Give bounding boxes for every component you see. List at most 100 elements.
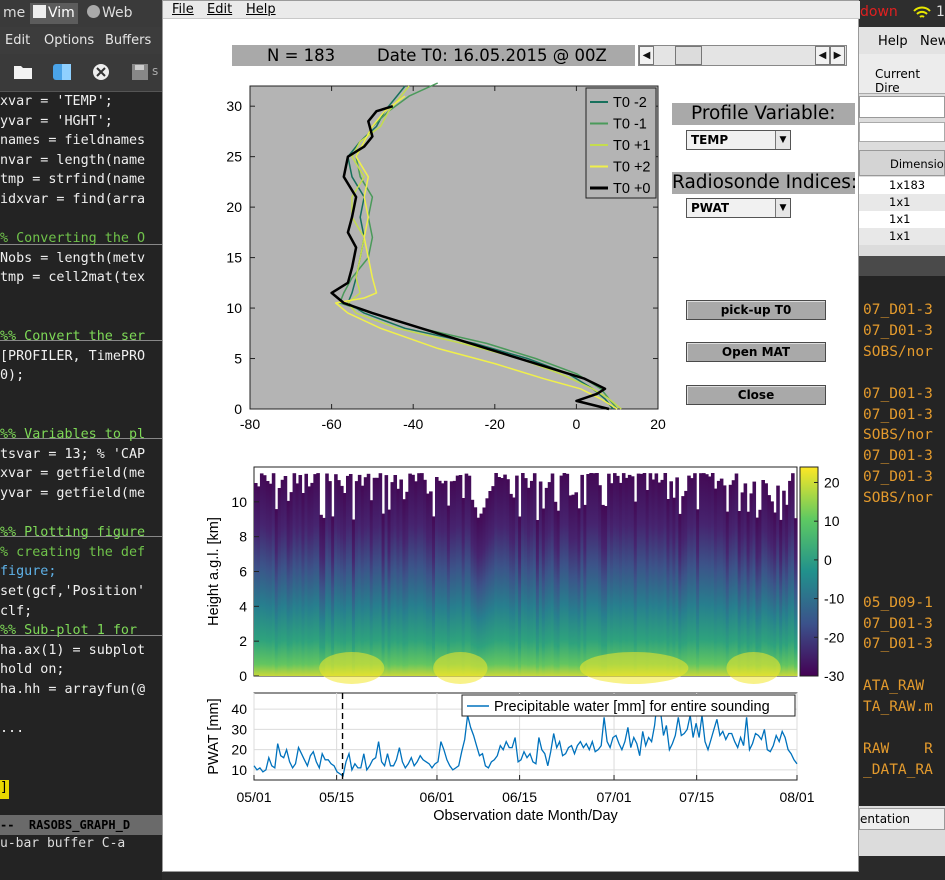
heatmap-column [607,473,611,676]
heatmap-column [322,517,326,676]
heatmap-column [782,490,786,676]
x-tick-label: -60 [321,416,341,432]
heatmap-column [473,507,478,676]
command-output-line: _DATA_RA [863,761,933,778]
heatmap-column [583,504,587,676]
heatmap-column [773,512,777,676]
close-circle-icon[interactable] [91,63,111,81]
y-tick-label: 4 [239,598,247,614]
documentation-tab-button[interactable]: entation [859,808,945,830]
heatmap-column [283,476,288,676]
heatmap-column [387,509,392,676]
heatmap-column [716,480,721,676]
command-window[interactable]: 07_D01-3 07_D01-3 SOBS/nor 07_D01-3 07_D01-3… [859,276,945,806]
heatmap-column [547,482,552,676]
y-tick-label: 15 [226,250,242,266]
table-row[interactable]: 1x1 [859,211,945,228]
slider-step-left-arrow[interactable]: ◀ [815,46,830,65]
heatmap-column [702,473,706,676]
heatmap-column [316,473,320,676]
heatmap-column [669,481,673,676]
pwat-time-series: 10 20 30 40 05/01 05/15 06/01 06/15 07/01 07/15 08… [206,692,815,824]
close-button[interactable]: Close [686,385,826,405]
heatmap-column [743,483,748,676]
filter-field[interactable] [859,122,945,142]
finder-icon[interactable] [52,63,72,81]
open-mat-button[interactable]: Open MAT [686,342,826,362]
code-line: %% Convert the ser [0,329,146,345]
radiosonde-indices-dropdown[interactable]: PWAT ▼ [686,198,791,218]
heatmap-column [402,499,406,676]
menu-edit[interactable]: Edit [5,33,31,48]
table-row[interactable]: 1x183 [859,177,945,194]
save-icon[interactable] [130,63,150,81]
menu-new[interactable]: New [920,34,945,49]
heatmap-column [746,511,751,676]
table-row[interactable]: 1x1 [859,228,945,245]
folder-icon[interactable] [13,63,33,81]
tab-web[interactable]: Web [84,3,136,24]
date-slider[interactable]: ◀ ◀ ▶ [638,45,847,66]
heatmap-column [372,477,377,676]
code-line: idxvar = find(arra [0,192,146,207]
y-tick-label: 20 [226,199,242,215]
system-tray: down 1 [859,0,945,27]
table-row[interactable]: 1x1 [859,194,945,211]
slider-thumb[interactable] [675,46,702,65]
editor-menu-bar: Edit Options Buffers [0,27,162,54]
code-line: tsvar = 13; % 'CAP [0,446,146,462]
menu-options[interactable]: Options [44,33,95,48]
menu-help[interactable]: Help [246,2,276,17]
heatmap-column [354,481,359,676]
cell-dimension: 1x1 [889,229,911,243]
legend-label: T0 +0 [613,181,650,197]
heatmap-column [574,492,579,676]
x-tick-label: 05/01 [236,789,271,805]
x-tick-label: 07/15 [679,789,714,805]
y-tick-label: 2 [239,633,247,649]
battery-status-text: down [860,4,898,20]
menu-help[interactable]: Help [878,34,908,49]
heatmap-column [369,500,374,676]
y-tick-label: 30 [231,721,247,737]
current-directory-toolbar: Current Dire [859,54,945,95]
menu-file[interactable]: File [172,2,194,17]
heatmap-column [458,475,463,676]
x-tick-label: 20 [650,416,666,432]
table-header[interactable]: Dimension [859,150,945,176]
code-line: Nobs = length(metv [0,250,146,266]
heatmap-column [360,485,365,676]
heatmap-column [423,479,427,676]
heatmap-column [464,473,469,676]
pickup-t0-button[interactable]: pick-up T0 [686,300,826,320]
vim-message-line: u-bar buffer C-a [0,836,126,851]
heatmap-column [384,475,389,676]
heatmap-column [337,480,341,676]
menu-buffers[interactable]: Buffers [105,33,152,48]
tab-vim[interactable]: Vim [30,3,78,24]
profile-variable-dropdown[interactable]: TEMP ▼ [686,130,791,150]
heatmap-column [343,493,347,676]
heatmap-column [538,481,543,676]
code-line [0,388,162,407]
heatmap-column [381,513,386,676]
tab-button-label: entation [860,812,911,826]
y-tick-label: 40 [231,701,247,717]
heatmap-column [791,473,795,676]
path-field[interactable] [859,96,945,118]
slider-left-arrow[interactable]: ◀ [639,46,654,65]
heatmap-column [624,477,629,676]
heatmap-column [559,475,564,676]
heatmap-column [630,476,635,676]
x-tick-label: 05/15 [319,789,354,805]
code-line: % Converting the O [0,231,146,247]
heatmap-column [461,498,466,676]
code-line: ] [0,780,9,799]
tab-me[interactable]: me [3,5,26,21]
heatmap-column [568,495,573,676]
menu-edit[interactable]: Edit [207,2,233,17]
slider-right-arrow[interactable]: ▶ [830,46,845,65]
heatmap-column [645,490,650,676]
heatmap-column [268,483,273,676]
date-t0-label: Date T0: 16.05.2015 @ 00Z [377,46,607,65]
